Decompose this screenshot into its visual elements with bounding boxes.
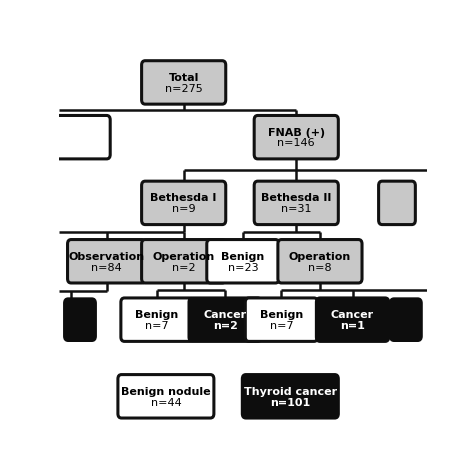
Text: n=9: n=9 — [172, 204, 195, 214]
FancyBboxPatch shape — [242, 374, 338, 418]
Text: n=8: n=8 — [308, 263, 332, 273]
FancyBboxPatch shape — [121, 298, 193, 341]
FancyBboxPatch shape — [142, 239, 226, 283]
Text: FNAB (+): FNAB (+) — [268, 128, 325, 137]
Text: n=101: n=101 — [270, 398, 310, 408]
Text: Benign nodule: Benign nodule — [121, 387, 211, 397]
Text: Total: Total — [168, 73, 199, 83]
Text: n=31: n=31 — [281, 204, 311, 214]
FancyBboxPatch shape — [254, 116, 338, 159]
Text: Cancer: Cancer — [204, 310, 246, 320]
FancyBboxPatch shape — [189, 298, 261, 341]
FancyBboxPatch shape — [142, 61, 226, 104]
Text: Observation: Observation — [69, 252, 145, 262]
Text: n=7: n=7 — [145, 321, 169, 331]
Text: n=2: n=2 — [213, 321, 237, 331]
Text: n=44: n=44 — [151, 398, 181, 408]
FancyBboxPatch shape — [254, 181, 338, 225]
Text: Benign: Benign — [221, 252, 264, 262]
Text: Cancer: Cancer — [331, 310, 374, 320]
Text: Bethesda I: Bethesda I — [150, 193, 217, 203]
Text: n=7: n=7 — [270, 321, 293, 331]
FancyBboxPatch shape — [316, 298, 389, 341]
Text: Benign: Benign — [136, 310, 179, 320]
FancyBboxPatch shape — [67, 239, 146, 283]
Text: Thyroid cancer: Thyroid cancer — [244, 387, 337, 397]
Text: n=84: n=84 — [91, 263, 122, 273]
Text: Bethesda II: Bethesda II — [261, 193, 331, 203]
FancyBboxPatch shape — [64, 299, 95, 340]
Text: n=146: n=146 — [277, 138, 315, 148]
Text: n=1: n=1 — [340, 321, 365, 331]
Text: Benign: Benign — [260, 310, 303, 320]
Text: n=23: n=23 — [228, 263, 258, 273]
Text: n=275: n=275 — [165, 84, 202, 94]
FancyBboxPatch shape — [391, 299, 421, 340]
FancyBboxPatch shape — [50, 116, 110, 159]
FancyBboxPatch shape — [207, 239, 279, 283]
FancyBboxPatch shape — [245, 298, 318, 341]
FancyBboxPatch shape — [118, 374, 214, 418]
FancyBboxPatch shape — [278, 239, 362, 283]
Text: n=2: n=2 — [172, 263, 195, 273]
Text: Operation: Operation — [289, 252, 351, 262]
Text: Operation: Operation — [153, 252, 215, 262]
FancyBboxPatch shape — [142, 181, 226, 225]
FancyBboxPatch shape — [379, 181, 415, 225]
